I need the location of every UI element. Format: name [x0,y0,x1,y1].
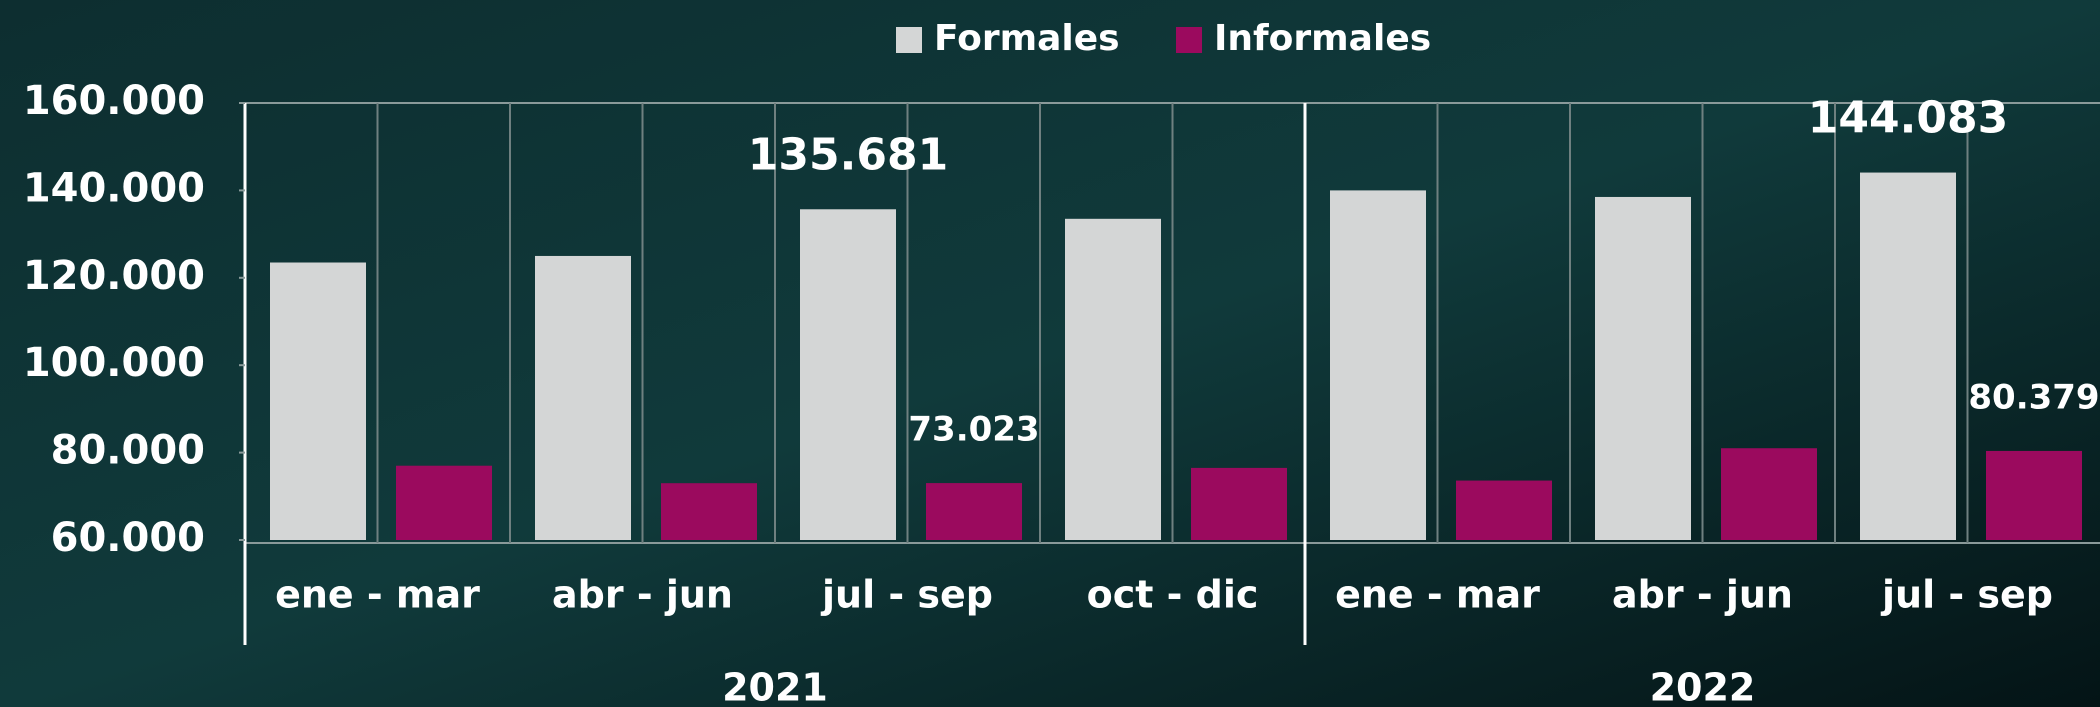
bar [1330,190,1426,540]
y-tick-label: 140.000 [23,165,205,211]
x-tick-label: jul - sep [820,573,993,617]
bar [1860,172,1956,540]
data-label: 144.083 [1808,93,2008,144]
bar [1456,480,1552,540]
legend-label: Informales [1214,18,1431,59]
bar [1065,218,1161,540]
legend-label: Formales [934,18,1120,59]
x-tick-label: ene - mar [1335,573,1540,617]
x-tick-label: jul - sep [1880,573,2053,617]
bar [1191,467,1287,540]
bar [1721,448,1817,540]
x-tick-label: ene - mar [275,573,480,617]
year-label: 2022 [1650,666,1756,707]
data-label: 135.681 [748,129,948,180]
legend-swatch [1176,27,1202,53]
y-tick-label: 100.000 [23,340,205,386]
x-tick-label: oct - dic [1087,573,1259,617]
bar [396,465,492,540]
plot: Formales Informales 60.000 80.000 100.000 120… [23,18,2100,707]
x-tick-label: abr - jun [1612,573,1793,617]
bar [535,255,631,540]
data-label: 80.379 [1968,377,2099,417]
bar [1986,450,2082,540]
year-label: 2021 [722,666,828,707]
bar [926,483,1022,540]
bar [800,209,896,540]
bar [1595,196,1691,540]
x-tick-label: abr - jun [552,573,733,617]
y-tick-label: 60.000 [51,515,205,561]
bar [270,262,366,540]
y-tick-label: 120.000 [23,253,205,299]
bar [661,483,757,540]
data-label: 73.023 [908,410,1039,450]
y-tick-label: 80.000 [51,428,205,474]
legend-swatch [896,27,922,53]
y-tick-label: 160.000 [23,78,205,124]
